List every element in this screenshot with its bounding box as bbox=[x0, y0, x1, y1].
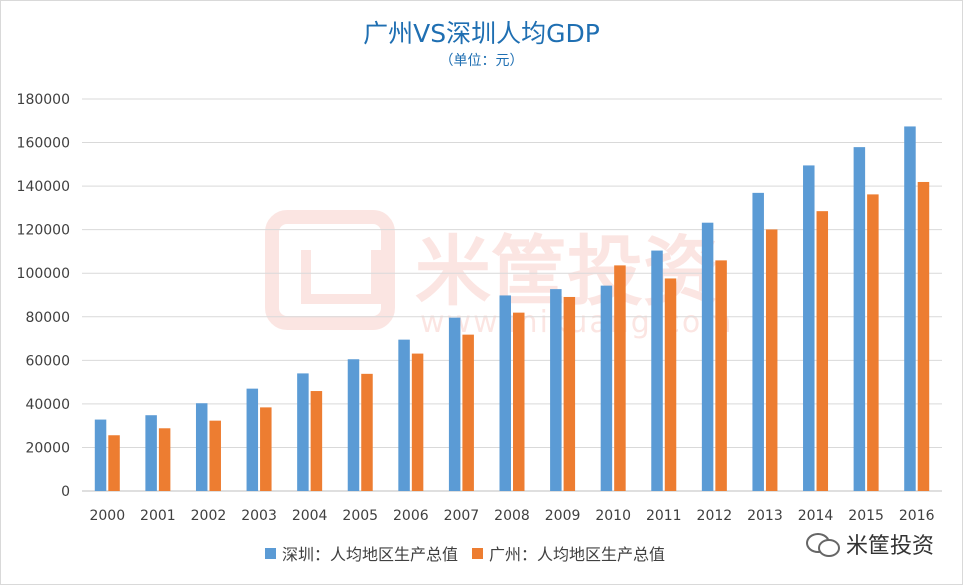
x-tick-label: 2014 bbox=[798, 508, 834, 524]
bar-shenzhen bbox=[651, 250, 663, 491]
x-tick-label: 2005 bbox=[342, 508, 378, 524]
x-tick-label: 2009 bbox=[545, 508, 581, 524]
bar-shenzhen bbox=[448, 317, 461, 491]
y-tick-label: 80000 bbox=[25, 310, 70, 326]
bar-shenzhen bbox=[550, 289, 562, 491]
y-tick-label: 0 bbox=[61, 484, 70, 500]
bar-shenzhen bbox=[398, 339, 410, 491]
wechat-icon bbox=[806, 531, 840, 557]
bar-shenzhen bbox=[94, 419, 107, 491]
y-tick-label: 140000 bbox=[17, 179, 70, 195]
bar-guangzhou bbox=[209, 420, 221, 491]
bar-shenzhen bbox=[246, 388, 259, 491]
bar-shenzhen bbox=[195, 403, 208, 491]
x-tick-label: 2001 bbox=[140, 508, 176, 524]
bar-guangzhou bbox=[563, 296, 576, 491]
bar-shenzhen bbox=[752, 192, 764, 491]
x-tick-label: 2000 bbox=[89, 508, 125, 524]
x-tick-label: 2011 bbox=[646, 508, 682, 524]
x-tick-label: 2004 bbox=[292, 508, 328, 524]
bar-guangzhou bbox=[411, 353, 424, 491]
bar-guangzhou bbox=[816, 211, 829, 491]
bar-guangzhou bbox=[260, 407, 272, 491]
x-tick-label: 2010 bbox=[595, 508, 631, 524]
x-tick-label: 2002 bbox=[191, 508, 227, 524]
y-tick-label: 180000 bbox=[17, 92, 70, 108]
bar-guangzhou bbox=[765, 229, 778, 491]
bar-shenzhen bbox=[600, 285, 613, 491]
x-tick-label: 2007 bbox=[444, 508, 480, 524]
bar-guangzhou bbox=[361, 373, 373, 491]
x-tick-label: 2015 bbox=[848, 508, 884, 524]
bar-guangzhou bbox=[158, 428, 171, 491]
bar-shenzhen bbox=[347, 359, 360, 491]
y-tick-label: 100000 bbox=[17, 266, 70, 282]
bar-guangzhou bbox=[513, 312, 525, 491]
bar-shenzhen bbox=[803, 165, 815, 491]
x-tick-label: 2006 bbox=[393, 508, 429, 524]
y-tick-label: 160000 bbox=[17, 136, 70, 152]
y-tick-label: 120000 bbox=[17, 223, 70, 239]
x-tick-label: 2013 bbox=[747, 508, 783, 524]
legend-item-guangzhou: 广州：人均地区生产总值 bbox=[472, 541, 665, 565]
legend: 深圳：人均地区生产总值 广州：人均地区生产总值 bbox=[265, 541, 679, 565]
bar-guangzhou bbox=[614, 265, 626, 491]
legend-swatch-shenzhen bbox=[265, 547, 276, 559]
x-tick-label: 2003 bbox=[241, 508, 277, 524]
bar-guangzhou bbox=[108, 435, 120, 491]
brand: 米筐投资 bbox=[806, 528, 934, 560]
bar-guangzhou bbox=[917, 181, 930, 491]
bar-guangzhou bbox=[310, 391, 323, 491]
x-tick-label: 2012 bbox=[697, 508, 733, 524]
bar-shenzhen bbox=[297, 373, 309, 491]
legend-item-shenzhen: 深圳：人均地区生产总值 bbox=[265, 541, 458, 565]
bar-guangzhou bbox=[867, 194, 879, 492]
brand-name: 米筐投资 bbox=[846, 534, 935, 559]
bar-shenzhen bbox=[701, 222, 714, 491]
legend-swatch-guangzhou bbox=[472, 547, 484, 559]
bar-shenzhen bbox=[145, 415, 157, 491]
chart-title: 广州VS深圳人均GDP bbox=[363, 19, 600, 48]
x-tick-label: 2016 bbox=[899, 508, 935, 524]
legend-label-shenzhen: 深圳：人均地区生产总值 bbox=[282, 545, 459, 564]
x-tick-label: 2008 bbox=[494, 508, 530, 524]
y-tick-label: 20000 bbox=[25, 440, 70, 456]
bar-shenzhen bbox=[904, 126, 916, 491]
legend-label-guangzhou: 广州：人均地区生产总值 bbox=[489, 545, 666, 564]
bar-guangzhou bbox=[462, 334, 474, 491]
bar-guangzhou bbox=[664, 278, 677, 491]
y-tick-label: 40000 bbox=[25, 397, 70, 413]
chart-subtitle: （单位：元） bbox=[439, 53, 524, 69]
bar-guangzhou bbox=[715, 260, 727, 491]
bar-shenzhen bbox=[853, 147, 866, 491]
bar-shenzhen bbox=[499, 295, 511, 491]
y-tick-label: 60000 bbox=[25, 353, 70, 369]
